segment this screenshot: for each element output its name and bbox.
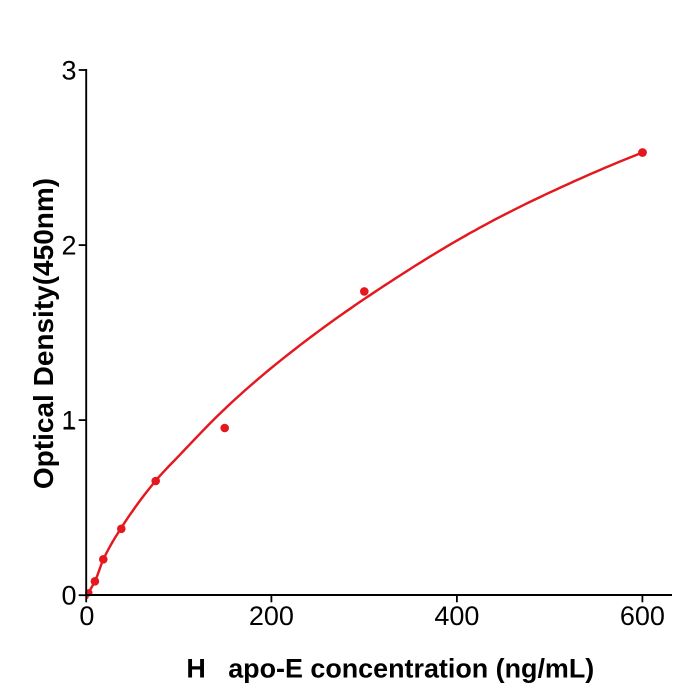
svg-text:H apo-E concentration (ng/mL: H apo-E concentration (ng/mL) xyxy=(186,654,594,684)
svg-text:600: 600 xyxy=(620,601,665,631)
svg-text:Optical Density(450nm): Optical Density(450nm) xyxy=(28,178,59,489)
svg-text:0: 0 xyxy=(79,601,94,631)
svg-text:1: 1 xyxy=(61,406,76,436)
svg-text:200: 200 xyxy=(249,601,294,631)
svg-text:2: 2 xyxy=(61,231,76,261)
svg-text:400: 400 xyxy=(434,601,479,631)
svg-text:0: 0 xyxy=(61,581,76,611)
svg-text:3: 3 xyxy=(61,56,76,86)
